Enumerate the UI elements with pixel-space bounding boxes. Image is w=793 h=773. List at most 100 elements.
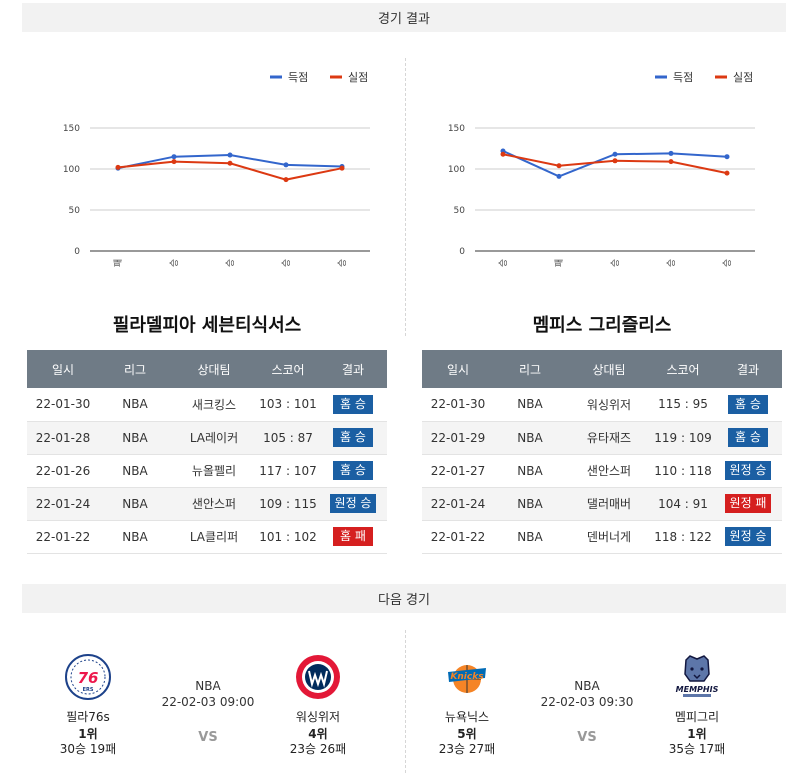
away-team[interactable]: MEMPHIS 멤피그리 1위 35승 17패	[647, 640, 747, 756]
away-team-rank: 4위	[308, 727, 328, 741]
next-match-newyork-memphis[interactable]: Knicks 뉴욕닉스 5위 23승 27패 NBA 22-02-03 09:3…	[417, 640, 757, 760]
column-header-result: 결과	[319, 350, 387, 388]
vs-label: VS	[198, 730, 218, 745]
cell-league: NBA	[494, 421, 566, 455]
y-tick-label: 150	[63, 124, 80, 134]
cell-result: 홈 패	[319, 520, 387, 554]
table-row: 22-01-22 NBA 덴버너게 118 : 122 원정 승	[422, 520, 782, 554]
away-team-name: 멤피그리	[674, 710, 720, 724]
x-tick-label: 승	[722, 259, 733, 267]
next-match-philadelphia-washington[interactable]: 76 ERS 필라76s 1위 30승 19패 NBA 22-02-03 09:…	[38, 640, 378, 760]
cell-league: NBA	[99, 487, 171, 521]
x-tick-label: 승	[225, 259, 236, 267]
section-divider	[405, 58, 406, 336]
sixers-logo-icon: 76 ERS	[65, 654, 111, 700]
results-section-header: 경기 결과	[22, 3, 786, 32]
cell-opponent: 유타재즈	[566, 421, 652, 455]
svg-text:Knicks: Knicks	[450, 672, 484, 682]
cell-opponent: 샌안스퍼	[566, 454, 652, 488]
cell-result: 원정 패	[714, 487, 782, 521]
match-league: NBA	[195, 679, 221, 693]
table-row: 22-01-30 NBA 워싱위저 115 : 95 홈 승	[422, 388, 782, 422]
cell-score: 101 : 102	[257, 520, 319, 554]
home-team[interactable]: 76 ERS 필라76s 1위 30승 19패	[38, 640, 138, 756]
data-point-scored	[612, 151, 618, 157]
table-row: 22-01-24 NBA 샌안스퍼 109 : 115 원정 승	[27, 487, 387, 521]
x-tick-label: 승	[337, 259, 348, 267]
y-tick-label: 0	[459, 247, 465, 257]
knicks-logo-icon: Knicks	[448, 665, 486, 693]
cell-date: 22-01-24	[27, 487, 99, 521]
result-badge: 홈 승	[333, 428, 373, 447]
y-tick-label: 100	[448, 165, 465, 175]
table-body: 22-01-30 NBA 워싱위저 115 : 95 홈 승 22-01-29 NBA 유타재…	[422, 388, 782, 554]
table-header-row: 일시 리그 상대팀 스코어 결과	[27, 350, 387, 388]
cell-date: 22-01-30	[27, 388, 99, 422]
cell-score: 104 : 91	[652, 487, 714, 521]
legend-label: 실점	[348, 71, 368, 84]
away-team-rank: 1위	[687, 727, 707, 741]
x-tick-label: 승	[498, 259, 509, 267]
y-tick-label: 50	[69, 206, 81, 216]
result-badge: 홈 승	[728, 428, 768, 447]
data-point-conceded	[227, 160, 233, 166]
philadelphia-results-table: 일시 리그 상대팀 스코어 결과 22-01-30 NBA 새크킹스 103 : 10…	[27, 350, 387, 554]
vs-label: VS	[577, 730, 597, 745]
column-header-date: 일시	[422, 350, 494, 388]
table-body: 22-01-30 NBA 새크킹스 103 : 101 홈 승 22-01-28 NBA LA…	[27, 388, 387, 554]
legend-label: 실점	[733, 71, 753, 84]
team-title-memphis: 멤피스 그리즐리스	[422, 311, 782, 337]
data-point-conceded	[500, 151, 506, 157]
data-point-scored	[227, 152, 233, 158]
memphis-results-table: 일시 리그 상대팀 스코어 결과 22-01-30 NBA 워싱위저 115 : 95…	[422, 350, 782, 554]
cell-score: 115 : 95	[652, 388, 714, 422]
result-badge: 홈 승	[333, 461, 373, 480]
cell-result: 홈 승	[714, 421, 782, 455]
column-header-score: 스코어	[257, 350, 319, 388]
cell-score: 105 : 87	[257, 421, 319, 455]
legend-label: 득점	[673, 71, 693, 84]
result-badge: 원정 승	[724, 461, 772, 480]
away-team[interactable]: 워싱위저 4위 23승 26패	[268, 640, 368, 756]
memphis-score-chart: 득점 실점 0 50 100 150 승 패 승 승 승	[425, 58, 785, 283]
column-header-league: 리그	[494, 350, 566, 388]
cell-score: 118 : 122	[652, 520, 714, 554]
cell-date: 22-01-24	[422, 487, 494, 521]
data-point-conceded	[283, 177, 289, 183]
home-team-rank: 1위	[78, 727, 98, 741]
cell-opponent: 워싱위저	[566, 388, 652, 422]
y-tick-label: 50	[454, 206, 466, 216]
home-team[interactable]: Knicks 뉴욕닉스 5위 23승 27패	[417, 640, 517, 756]
wizards-logo-icon	[296, 655, 340, 699]
match-datetime: 22-02-03 09:30	[540, 695, 634, 709]
cell-opponent: 덴버너게	[566, 520, 652, 554]
cell-date: 22-01-30	[422, 388, 494, 422]
cell-date: 22-01-27	[422, 454, 494, 488]
y-tick-label: 150	[448, 124, 465, 134]
cell-score: 110 : 118	[652, 454, 714, 488]
cell-date: 22-01-22	[422, 520, 494, 554]
data-point-scored	[724, 154, 730, 160]
x-tick-label: 승	[281, 259, 292, 267]
cell-result: 홈 승	[319, 388, 387, 422]
cell-date: 22-01-29	[422, 421, 494, 455]
results-header-label: 경기 결과	[378, 12, 430, 27]
x-tick-label: 패	[113, 259, 124, 267]
column-header-league: 리그	[99, 350, 171, 388]
cell-opponent: 댈러매버	[566, 487, 652, 521]
data-point-scored	[283, 162, 289, 168]
match-datetime: 22-02-03 09:00	[161, 695, 255, 709]
data-point-conceded	[668, 159, 674, 165]
cell-score: 109 : 115	[257, 487, 319, 521]
match-league: NBA	[574, 679, 600, 693]
cell-league: NBA	[99, 421, 171, 455]
cell-score: 117 : 107	[257, 454, 319, 488]
data-point-conceded	[339, 165, 345, 171]
cell-league: NBA	[494, 388, 566, 422]
home-team-record: 23승 27패	[438, 742, 496, 756]
y-tick-label: 0	[74, 247, 80, 257]
grizzlies-logo-icon: MEMPHIS	[676, 655, 719, 697]
team-title-label: 멤피스 그리즐리스	[532, 315, 672, 336]
away-team-record: 23승 26패	[289, 742, 347, 756]
cell-league: NBA	[99, 454, 171, 488]
